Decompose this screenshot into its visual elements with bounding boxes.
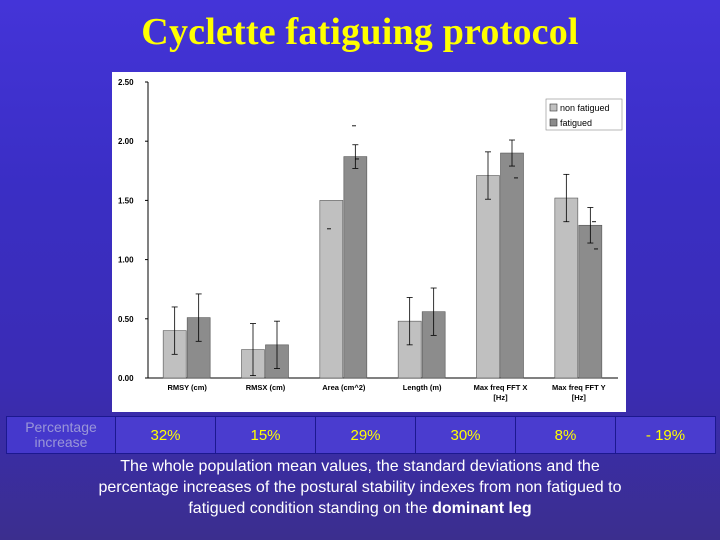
- percentage-cell: 8%: [515, 416, 616, 454]
- bar-fatigued: [500, 152, 524, 379]
- y-tick-label: 1.00: [118, 256, 134, 265]
- x-tick-label: RMSX (cm): [246, 383, 286, 392]
- caption-bold: dominant leg: [432, 500, 532, 517]
- bar-non-fatigued: [476, 175, 500, 379]
- y-tick-label: 0.00: [118, 374, 134, 383]
- legend-label: fatigued: [560, 118, 592, 128]
- x-tick-label: Length (m): [403, 383, 442, 392]
- percentage-cell: 29%: [315, 416, 416, 454]
- percentage-table: Percentage increase 32% 15% 29% 30% 8% -…: [6, 416, 716, 454]
- percentage-cell: 30%: [415, 416, 516, 454]
- y-tick-label: 2.50: [118, 78, 134, 87]
- legend-label: non fatigued: [560, 103, 610, 113]
- bar-fatigued: [578, 224, 603, 379]
- legend-swatch-non-fatigued: [549, 103, 558, 112]
- y-tick-label: 2.00: [118, 137, 134, 146]
- bar-non-fatigued: [319, 200, 344, 379]
- x-tick-label: Max freq FFT Y: [552, 383, 606, 392]
- percentage-header: Percentage increase: [6, 416, 116, 454]
- bar-fatigued: [343, 156, 368, 379]
- percentage-cell: 15%: [215, 416, 316, 454]
- x-tick-label: RMSY (cm): [167, 383, 207, 392]
- caption-text: The whole population mean values, the st…: [98, 458, 622, 517]
- percentage-row: Percentage increase 32% 15% 29% 30% 8% -…: [6, 416, 716, 454]
- legend-swatch-fatigued: [549, 118, 558, 127]
- x-tick-label: Max freq FFT X: [474, 383, 528, 392]
- x-tick-label: [Hz]: [493, 393, 508, 402]
- percentage-cell: 32%: [115, 416, 216, 454]
- bar-non-fatigued: [554, 197, 579, 379]
- x-tick-label: Area (cm^2): [322, 383, 366, 392]
- bar-chart: 0.00 0.50 1.00 1.50 2.00 2.50 RMSY (cm) RMSX (c…: [118, 78, 623, 402]
- y-tick-label: 1.50: [118, 196, 134, 205]
- percentage-cell: - 19%: [615, 416, 716, 454]
- caption: The whole population mean values, the st…: [90, 456, 630, 519]
- x-tick-label: [Hz]: [572, 393, 587, 402]
- slide-title: Cyclette fatiguing protocol: [141, 11, 579, 53]
- y-tick-label: 0.50: [118, 315, 134, 324]
- legend-box: [545, 98, 623, 131]
